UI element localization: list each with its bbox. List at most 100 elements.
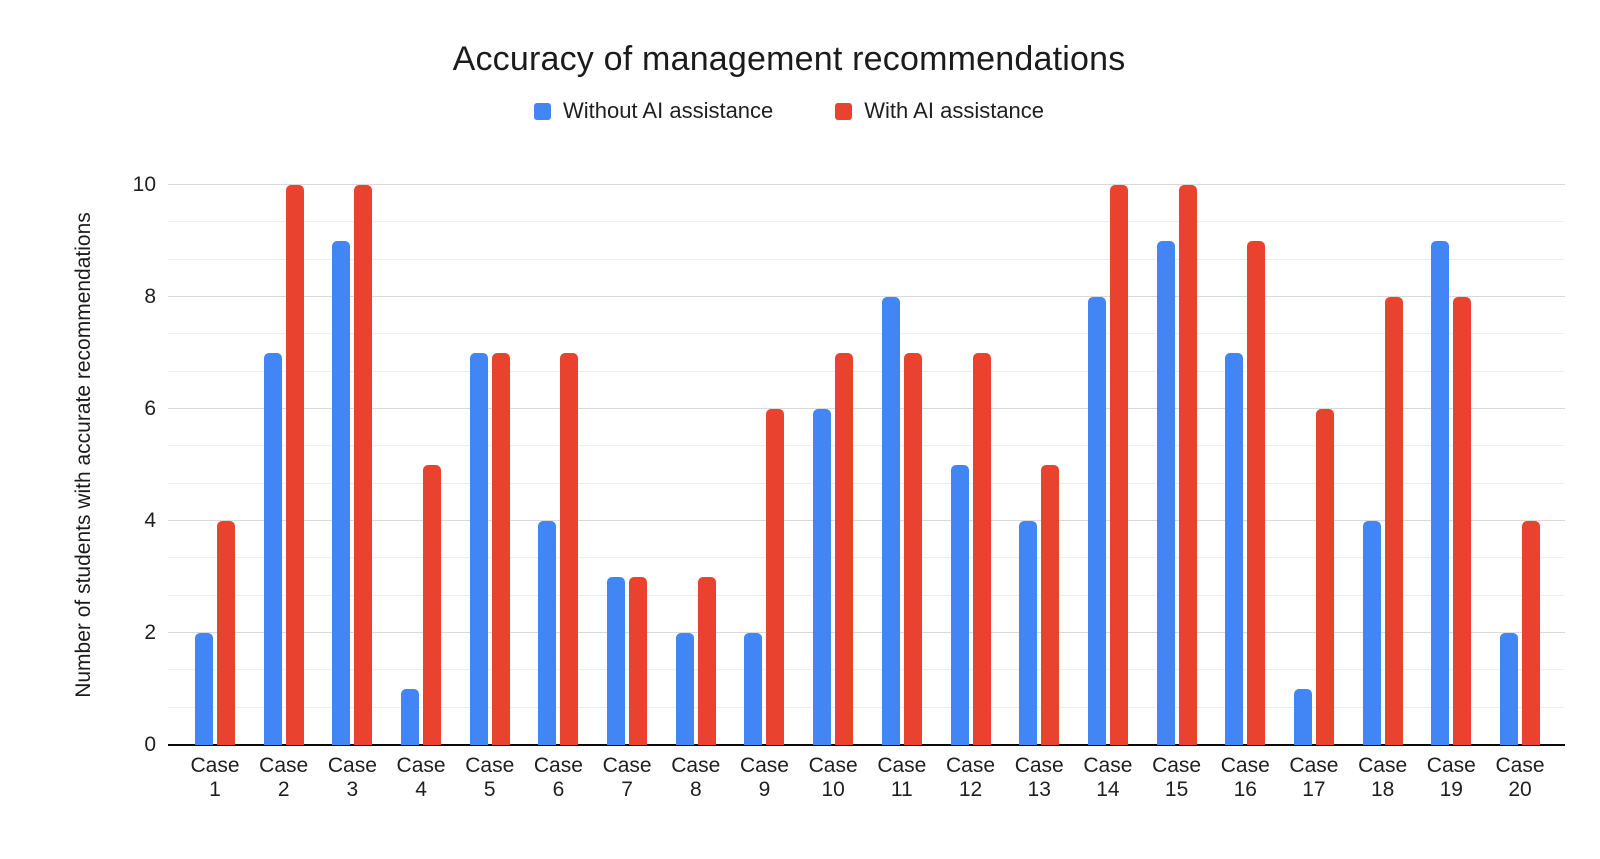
bar-group-case-5 (468, 185, 512, 745)
bar-case-19-without-ai (1431, 241, 1450, 745)
x-tick-label-case-7: Case 7 (602, 754, 652, 801)
plot-area (168, 184, 1565, 746)
legend-swatch-with-ai (835, 102, 853, 120)
bar-case-16-with-ai (1247, 241, 1266, 745)
bar-case-2-with-ai (285, 185, 304, 745)
bar-case-4-without-ai (401, 689, 420, 745)
bar-group-case-7 (605, 185, 649, 745)
bar-case-6-without-ai (538, 521, 557, 745)
bar-case-12-with-ai (972, 353, 991, 745)
bar-group-case-2 (262, 185, 306, 745)
bar-case-2-without-ai (263, 353, 282, 745)
bar-case-5-without-ai (469, 353, 488, 745)
bar-case-7-with-ai (629, 577, 648, 745)
x-axis-tick-labels: Case 1 Case 2 Case 3 Case 4 Case 5 Case 6 Case 7 Case 8… (168, 754, 1565, 806)
gridline-minor (168, 258, 1565, 260)
bar-group-case-14 (1086, 185, 1130, 745)
legend: Without AI assistance With AI assistance (0, 98, 1578, 124)
bar-case-9-without-ai (744, 633, 763, 745)
bar-case-11-without-ai (881, 297, 900, 745)
x-tick-label-case-14: Case 14 (1083, 754, 1133, 801)
chart-title: Accuracy of management recommendations (452, 40, 1126, 78)
x-tick-label-case-13: Case 13 (1014, 754, 1064, 801)
bar-case-20-with-ai (1522, 521, 1540, 745)
bar-group-case-12 (949, 185, 993, 745)
x-axis-line (168, 744, 1565, 746)
gridline-minor (168, 333, 1565, 335)
bar-group-case-3 (330, 185, 374, 745)
bar-case-4-with-ai (423, 465, 442, 745)
bar-group-case-1 (193, 185, 237, 745)
x-tick-label-case-1: Case 1 (190, 754, 240, 801)
bar-case-10-without-ai (813, 409, 832, 745)
bar-case-6-with-ai (560, 353, 579, 745)
x-tick-label-case-12: Case 12 (946, 754, 996, 801)
x-tick-label-case-20: Case 20 (1495, 754, 1545, 801)
bar-case-12-without-ai (950, 465, 969, 745)
bar-case-17-without-ai (1293, 689, 1312, 745)
gridline-minor (168, 221, 1565, 223)
bar-case-18-with-ai (1384, 297, 1403, 745)
bar-case-13-without-ai (1019, 521, 1038, 745)
gridline-minor (168, 706, 1565, 708)
x-tick-label-case-4: Case 4 (396, 754, 446, 801)
x-tick-label-case-18: Case 18 (1358, 754, 1408, 801)
bar-case-14-without-ai (1087, 297, 1106, 745)
gridline-minor (168, 594, 1565, 596)
bar-group-case-13 (1017, 185, 1061, 745)
bar-case-16-without-ai (1225, 353, 1244, 745)
bar-group-case-20 (1498, 185, 1542, 745)
gridline-major (168, 632, 1565, 633)
y-tick-label-8: 8 (144, 285, 156, 308)
x-tick-label-case-2: Case 2 (259, 754, 309, 801)
gridline-major (168, 408, 1565, 409)
bar-case-17-with-ai (1315, 409, 1334, 745)
x-tick-label-case-8: Case 8 (671, 754, 721, 801)
bar-group-case-15 (1155, 185, 1199, 745)
bar-group-case-6 (536, 185, 580, 745)
legend-item-without-ai: Without AI assistance (533, 98, 774, 124)
bar-group-case-10 (811, 185, 855, 745)
y-tick-label-6: 6 (144, 397, 156, 420)
bar-case-10-with-ai (835, 353, 854, 745)
bar-case-3-without-ai (332, 241, 351, 745)
bar-case-15-without-ai (1156, 241, 1175, 745)
bar-group-case-18 (1361, 185, 1405, 745)
gridline-major (168, 184, 1565, 185)
x-tick-label-case-16: Case 16 (1220, 754, 1270, 801)
bar-case-11-with-ai (903, 353, 922, 745)
gridline-minor (168, 370, 1565, 372)
gridline-major (168, 520, 1565, 521)
bar-case-1-without-ai (195, 633, 213, 745)
x-tick-label-case-10: Case 10 (808, 754, 858, 801)
bar-group-case-17 (1292, 185, 1336, 745)
legend-swatch-without-ai (533, 102, 551, 120)
x-tick-label-case-15: Case 15 (1152, 754, 1202, 801)
gridline-minor (168, 482, 1565, 484)
y-tick-label-10: 10 (132, 173, 156, 196)
bar-group-case-4 (399, 185, 443, 745)
bar-case-9-with-ai (766, 409, 785, 745)
y-axis-tick-labels: 0 2 4 6 8 10 (0, 174, 156, 756)
bar-case-14-with-ai (1109, 185, 1128, 745)
bar-case-13-with-ai (1041, 465, 1060, 745)
bar-case-8-without-ai (675, 633, 694, 745)
bar-case-19-with-ai (1453, 297, 1472, 745)
bar-case-3-with-ai (354, 185, 373, 745)
bar-case-18-without-ai (1362, 521, 1381, 745)
legend-label-without-ai: Without AI assistance (562, 98, 774, 123)
gridline-major (168, 296, 1565, 297)
x-tick-label-case-5: Case 5 (465, 754, 515, 801)
x-tick-label-case-17: Case 17 (1289, 754, 1339, 801)
bar-case-1-with-ai (217, 521, 235, 745)
bar-group-case-19 (1429, 185, 1473, 745)
bar-case-15-with-ai (1178, 185, 1197, 745)
bar-case-20-without-ai (1500, 633, 1518, 745)
bar-group-case-16 (1223, 185, 1267, 745)
x-tick-label-case-11: Case 11 (877, 754, 927, 801)
bar-group-case-8 (674, 185, 718, 745)
bar-case-5-with-ai (491, 353, 510, 745)
gridline-minor (168, 669, 1565, 671)
bar-case-7-without-ai (607, 577, 626, 745)
